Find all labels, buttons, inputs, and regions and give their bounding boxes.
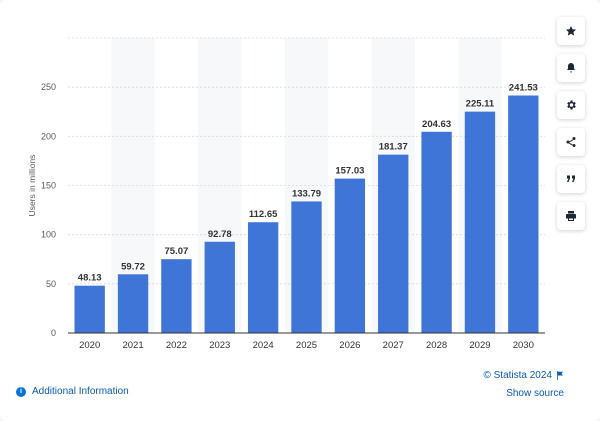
data-label: 241.53 (509, 82, 538, 93)
bar (334, 178, 366, 333)
x-tick-label: 2021 (122, 340, 143, 351)
x-tick-label: 2029 (469, 340, 490, 351)
data-label: 48.13 (78, 273, 102, 284)
data-label: 204.63 (422, 119, 451, 130)
x-tick-label: 2030 (513, 340, 534, 351)
additional-information-link[interactable]: i Additional Information (16, 386, 129, 397)
share-icon (566, 137, 576, 147)
data-label: 112.65 (249, 209, 278, 220)
y-tick-label: 150 (41, 181, 56, 191)
print-button[interactable] (557, 202, 585, 230)
x-tick-label: 2023 (209, 340, 230, 351)
show-source-link[interactable]: Show source (506, 388, 564, 399)
copyright-label: © Statista 2024 (483, 370, 552, 381)
x-tick-label: 2026 (339, 340, 360, 351)
data-label: 133.79 (292, 188, 321, 199)
star-icon (565, 26, 577, 36)
y-tick-label: 0 (51, 328, 56, 338)
x-tick-label: 2020 (79, 340, 100, 351)
copyright[interactable]: © Statista 2024 (483, 370, 564, 381)
x-tick-label: 2028 (426, 340, 447, 351)
settings-button[interactable] (557, 91, 585, 119)
bell-icon (567, 63, 575, 73)
y-tick-label: 50 (46, 279, 56, 289)
toolbar (557, 17, 585, 239)
data-label: 75.07 (165, 246, 189, 257)
bar (161, 259, 192, 333)
bar (464, 111, 496, 333)
bar (378, 154, 409, 333)
data-label: 181.37 (379, 142, 408, 153)
y-tick-label: 250 (41, 82, 56, 92)
flag-icon (557, 371, 563, 380)
print-icon (566, 211, 576, 221)
x-tick-label: 2022 (166, 340, 187, 351)
bar (74, 285, 105, 333)
x-tick-label: 2024 (253, 340, 274, 351)
share-button[interactable] (557, 128, 585, 156)
bar (291, 201, 322, 333)
x-tick-label: 2025 (296, 340, 317, 351)
x-tick-label: 2027 (383, 340, 404, 351)
data-label: 59.72 (121, 261, 145, 272)
favorite-button[interactable] (557, 17, 585, 45)
notification-button[interactable] (557, 54, 585, 82)
data-label: 157.03 (335, 166, 364, 177)
bar (421, 131, 452, 333)
info-icon: i (16, 386, 26, 397)
y-axis-label: Users in millions (27, 155, 37, 217)
bar (117, 274, 149, 333)
data-label: 225.11 (466, 99, 495, 110)
quote-icon (567, 175, 575, 182)
bar (204, 241, 235, 333)
bar (247, 222, 279, 333)
y-tick-label: 100 (41, 230, 56, 240)
y-tick-label: 200 (41, 131, 56, 141)
cite-button[interactable] (557, 165, 585, 193)
additional-information-label: Additional Information (32, 386, 129, 397)
gear-icon (567, 100, 576, 110)
data-label: 92.78 (208, 229, 232, 240)
bar (508, 95, 539, 333)
